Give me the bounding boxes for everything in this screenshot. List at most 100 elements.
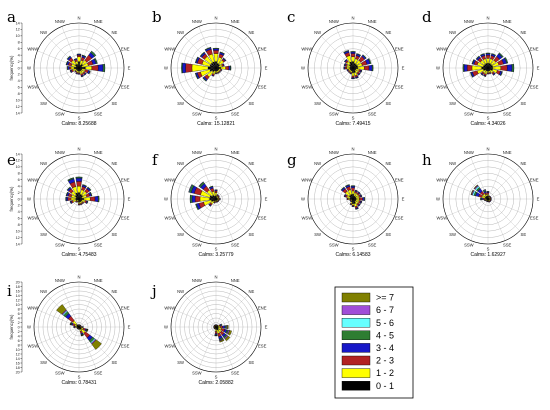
rose-bar-e-5 [81,326,83,328]
axis-tick-label: 6 [18,312,20,316]
rose-bar-ese-4 [220,69,223,72]
direction-label-se: SE [249,101,255,106]
rose-bar-ne-3 [223,57,227,61]
y-axis-label: frequency(%) [9,55,14,81]
panel-letter: f [152,151,159,169]
grid-spoke [184,326,217,359]
grid-spoke [184,295,217,328]
direction-label-nw: NW [314,161,321,166]
rose-bar-nnw-3 [343,50,349,54]
rose-bar-n-3 [485,52,491,54]
direction-label-nne: NNE [94,278,103,283]
direction-label-sw: SW [40,232,47,237]
rose-bar-sw-4 [485,200,487,202]
rose-bar-sw-4 [347,71,350,74]
direction-label-wnw: WNW [301,46,312,51]
rose-bar-w-3 [462,64,465,72]
direction-label-sse: SSE [368,243,377,248]
axis-tick-label: 20 [16,280,20,284]
direction-label-nnw: NNW [55,19,65,24]
direction-label-sw: SW [40,101,47,106]
panel-letter: j [150,282,157,300]
rose-bar-e-3 [371,64,374,72]
rose-bar-e-5 [220,325,223,329]
direction-label-nw: NW [177,289,184,294]
rose-bar-ese-3 [88,70,91,75]
rose-bar-n-6 [213,53,219,62]
rose-bar-e-2 [513,63,515,73]
axis-tick-label: 4 [18,184,20,188]
axis-tick-label: 14 [16,21,20,25]
rose-bar-ese-3 [86,200,89,205]
grid-spoke [78,198,111,231]
rose-bar-w-4 [481,197,484,201]
rose-bar-ssw-4 [75,72,78,75]
direction-label-n: N [77,15,80,20]
direction-label-nne: NNE [94,19,103,24]
legend-label: 1 - 2 [376,368,394,378]
rose-bar-ese-0 [86,328,89,333]
rose-bar-n-4 [75,177,83,182]
direction-label-nnw: NNW [192,19,202,24]
rose-bar-sw-4 [75,201,77,203]
axis-tick-label: 0 [18,66,20,70]
rose-bar-se-4 [489,200,492,203]
rose-bar-sse-3 [80,75,85,78]
grid-spoke [215,157,234,200]
direction-label-sw: SW [314,232,321,237]
rose-bar-se-3 [358,204,361,207]
axis-tick-label: 10 [16,34,20,38]
rose-bar-wnw-3 [471,59,475,65]
calms-label: Calms: 1.62927 [470,252,505,258]
rose-bar-e-3 [363,197,366,201]
rose-bar-se-3 [358,73,361,76]
direction-label-n: N [77,146,80,151]
direction-label-nne: NNE [503,150,512,155]
direction-label-nne: NNE [231,278,240,283]
direction-label-e: E [537,196,540,201]
direction-label-ne: NE [111,161,117,166]
direction-label-nnw: NNW [464,19,474,24]
rose-bar-sse-4 [80,203,83,206]
direction-label-w: W [436,196,440,201]
legend-swatch [341,381,371,391]
grid-spoke [321,198,354,231]
direction-label-se: SE [521,101,527,106]
rose-bar-se-0 [91,339,102,350]
rose-bar-ne-4 [218,195,220,197]
panel-letter: c [287,8,295,26]
rose-bar-w-6 [471,65,482,71]
rose-bar-n-4 [212,48,220,51]
axis-tick-label: 0 [18,325,20,329]
legend-label: 0 - 1 [376,381,394,391]
rose-bar-ene-3 [367,58,372,64]
rose-bar-ene-3 [220,323,223,326]
direction-label-nw: NW [177,161,184,166]
rose-bar-nw-0 [56,304,67,315]
direction-label-ne: NE [520,30,526,35]
direction-label-wsw: WSW [164,344,175,349]
direction-label-se: SE [249,232,255,237]
grid-spoke [47,326,80,359]
direction-label-nw: NW [314,30,321,35]
calms-label: Calms: 7.49415 [335,121,370,127]
direction-label-w: W [301,196,305,201]
rose-bar-nne-3 [81,54,87,58]
rose-bar-w-4 [463,64,468,72]
grid-spoke [321,67,354,100]
rose-bar-w-5 [69,66,72,70]
rose-bar-e-4 [97,64,104,72]
legend-label: 3 - 4 [376,343,394,353]
rose-bar-e-5 [500,64,508,72]
calms-label: Calms: 4.34026 [470,121,505,127]
grid-spoke [446,198,489,217]
rose-bar-sse-4 [488,201,491,203]
rose-bar-ene-4 [222,63,225,67]
calms-label: Calms: 2.05882 [198,380,233,386]
rose-bar-e-0 [226,325,229,329]
rose-bar-ssw-4 [349,72,352,75]
grid-spoke [487,198,520,231]
rose-bar-e-5 [91,64,99,72]
panel-letter: b [152,8,162,26]
direction-label-sw: SW [177,232,184,237]
